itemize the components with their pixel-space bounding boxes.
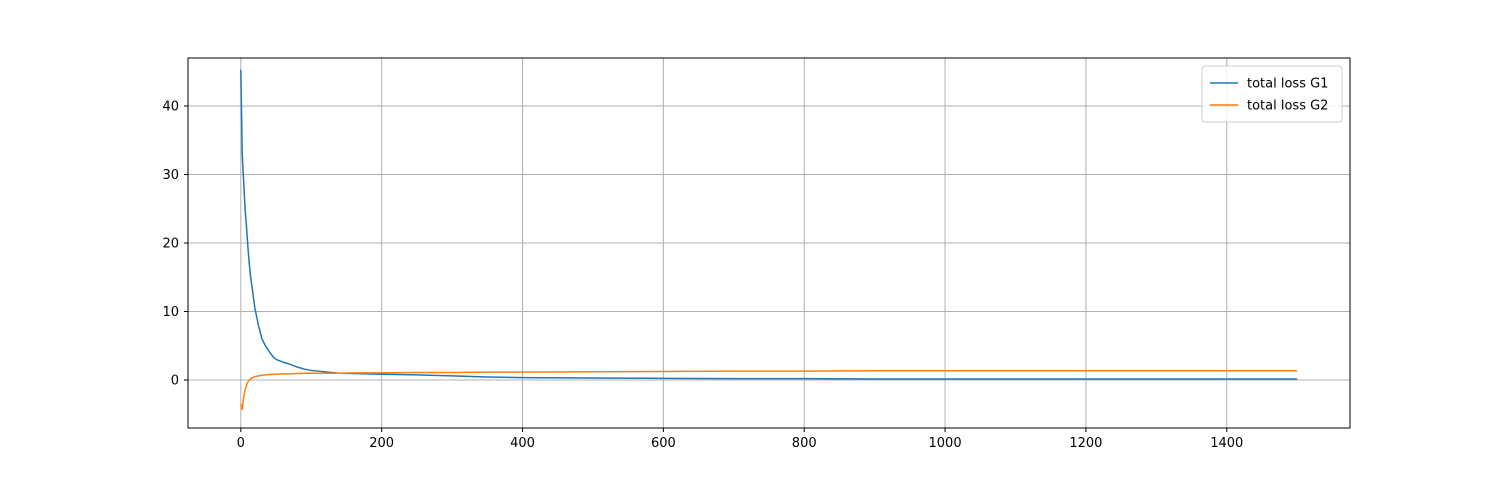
y-tick-label: 40 <box>162 99 179 114</box>
x-tick-label: 200 <box>369 436 394 451</box>
legend-label: total loss G2 <box>1247 99 1328 114</box>
legend-box <box>1201 65 1343 123</box>
y-tick-label: 30 <box>162 168 179 183</box>
series-line-1 <box>240 69 1298 380</box>
x-tick-label: 1200 <box>1069 436 1102 451</box>
x-tick-label: 800 <box>792 436 817 451</box>
x-tick-label: 1400 <box>1210 436 1243 451</box>
series-line-2 <box>240 370 1298 411</box>
x-tick-label: 400 <box>510 436 535 451</box>
y-tick-label: 0 <box>171 374 179 389</box>
y-tick-label: 10 <box>162 305 179 320</box>
x-axis: 0 200 400 600 800 1000 1200 1400 <box>237 428 1243 451</box>
x-tick-label: 1000 <box>929 436 962 451</box>
legend-label: total loss G1 <box>1247 77 1328 92</box>
y-tick-label: 20 <box>162 237 179 252</box>
series-layer <box>240 69 1298 411</box>
y-axis: 0 10 20 30 40 <box>162 99 188 389</box>
x-tick-label: 600 <box>651 436 676 451</box>
legend: total loss G1 total loss G2 <box>1201 65 1343 123</box>
x-tick-label: 0 <box>237 436 245 451</box>
